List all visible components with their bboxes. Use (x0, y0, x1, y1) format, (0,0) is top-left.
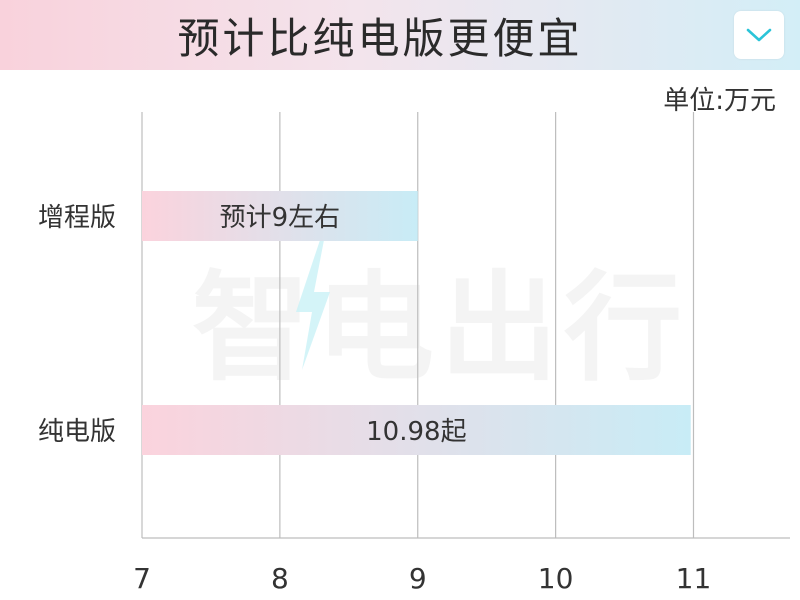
category-label: 增程版 (38, 203, 116, 233)
data-label: 预计9左右 (220, 203, 341, 233)
chart-title: 预计比纯电版更便宜 (177, 13, 583, 63)
header-banner (0, 0, 800, 70)
unit-label: 单位:万元 (663, 86, 776, 116)
category-label: 纯电版 (38, 417, 116, 447)
x-tick-label: 11 (676, 562, 712, 595)
x-tick-label: 9 (409, 562, 427, 595)
watermark-text: 智电出行 (192, 232, 688, 403)
chevron-down-icon (746, 28, 772, 42)
dropdown-button[interactable] (734, 11, 784, 59)
x-tick-label: 10 (538, 562, 574, 595)
lightning-bolt-icon (296, 240, 330, 370)
x-tick-label: 8 (271, 562, 289, 595)
data-label: 10.98起 (366, 417, 466, 447)
bar (142, 191, 418, 241)
bar (142, 405, 691, 455)
x-tick-label: 7 (133, 562, 151, 595)
